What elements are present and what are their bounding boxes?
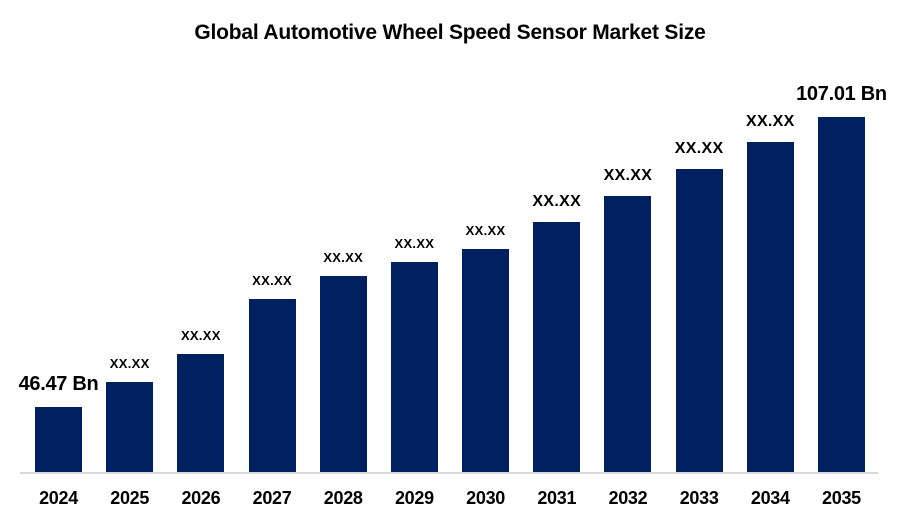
bar-2028 xyxy=(319,276,367,472)
bar-2025 xyxy=(106,382,154,472)
bar-2024 xyxy=(35,407,82,472)
bar-2031 xyxy=(533,222,581,472)
value-label-2031: XX.XX xyxy=(532,193,582,210)
value-label-2024: 46.47 Bn xyxy=(18,373,99,395)
chart-title: Global Automotive Wheel Speed Sensor Mar… xyxy=(194,21,706,44)
value-label-2029: XX.XX xyxy=(394,236,435,251)
x-tick-2024: 2024 xyxy=(39,488,78,508)
bar-2029 xyxy=(390,262,438,472)
x-tick-2032: 2032 xyxy=(608,488,648,508)
value-label-2033: XX.XX xyxy=(674,140,724,157)
value-label-2027: XX.XX xyxy=(252,273,292,288)
value-label-2035: 107.01 Bn xyxy=(796,83,887,105)
value-label-2034: XX.XX xyxy=(745,113,795,130)
x-tick-2029: 2029 xyxy=(394,488,434,508)
bar-2027 xyxy=(248,299,296,472)
bar-2035 xyxy=(817,117,865,472)
x-axis-line xyxy=(20,472,878,474)
value-label-2032: XX.XX xyxy=(603,167,653,184)
value-label-2030: XX.XX xyxy=(465,223,506,238)
x-tick-2026: 2026 xyxy=(181,488,221,508)
bar-2026 xyxy=(177,354,225,472)
x-tick-2033: 2033 xyxy=(679,488,719,508)
x-tick-2025: 2025 xyxy=(110,488,150,508)
x-tick-2028: 2028 xyxy=(323,488,363,508)
x-tick-2035: 2035 xyxy=(822,488,861,508)
x-tick-2031: 2031 xyxy=(537,488,577,508)
value-label-2026: XX.XX xyxy=(180,328,221,343)
x-tick-2030: 2030 xyxy=(466,488,505,508)
bar-2033 xyxy=(675,169,723,472)
bar-2032 xyxy=(604,196,652,472)
bar-2030 xyxy=(462,249,510,472)
x-tick-2027: 2027 xyxy=(252,488,292,508)
value-label-2025: XX.XX xyxy=(109,356,150,371)
bar-2034 xyxy=(746,142,794,472)
value-label-2028: XX.XX xyxy=(323,250,364,265)
x-tick-2034: 2034 xyxy=(750,488,790,508)
